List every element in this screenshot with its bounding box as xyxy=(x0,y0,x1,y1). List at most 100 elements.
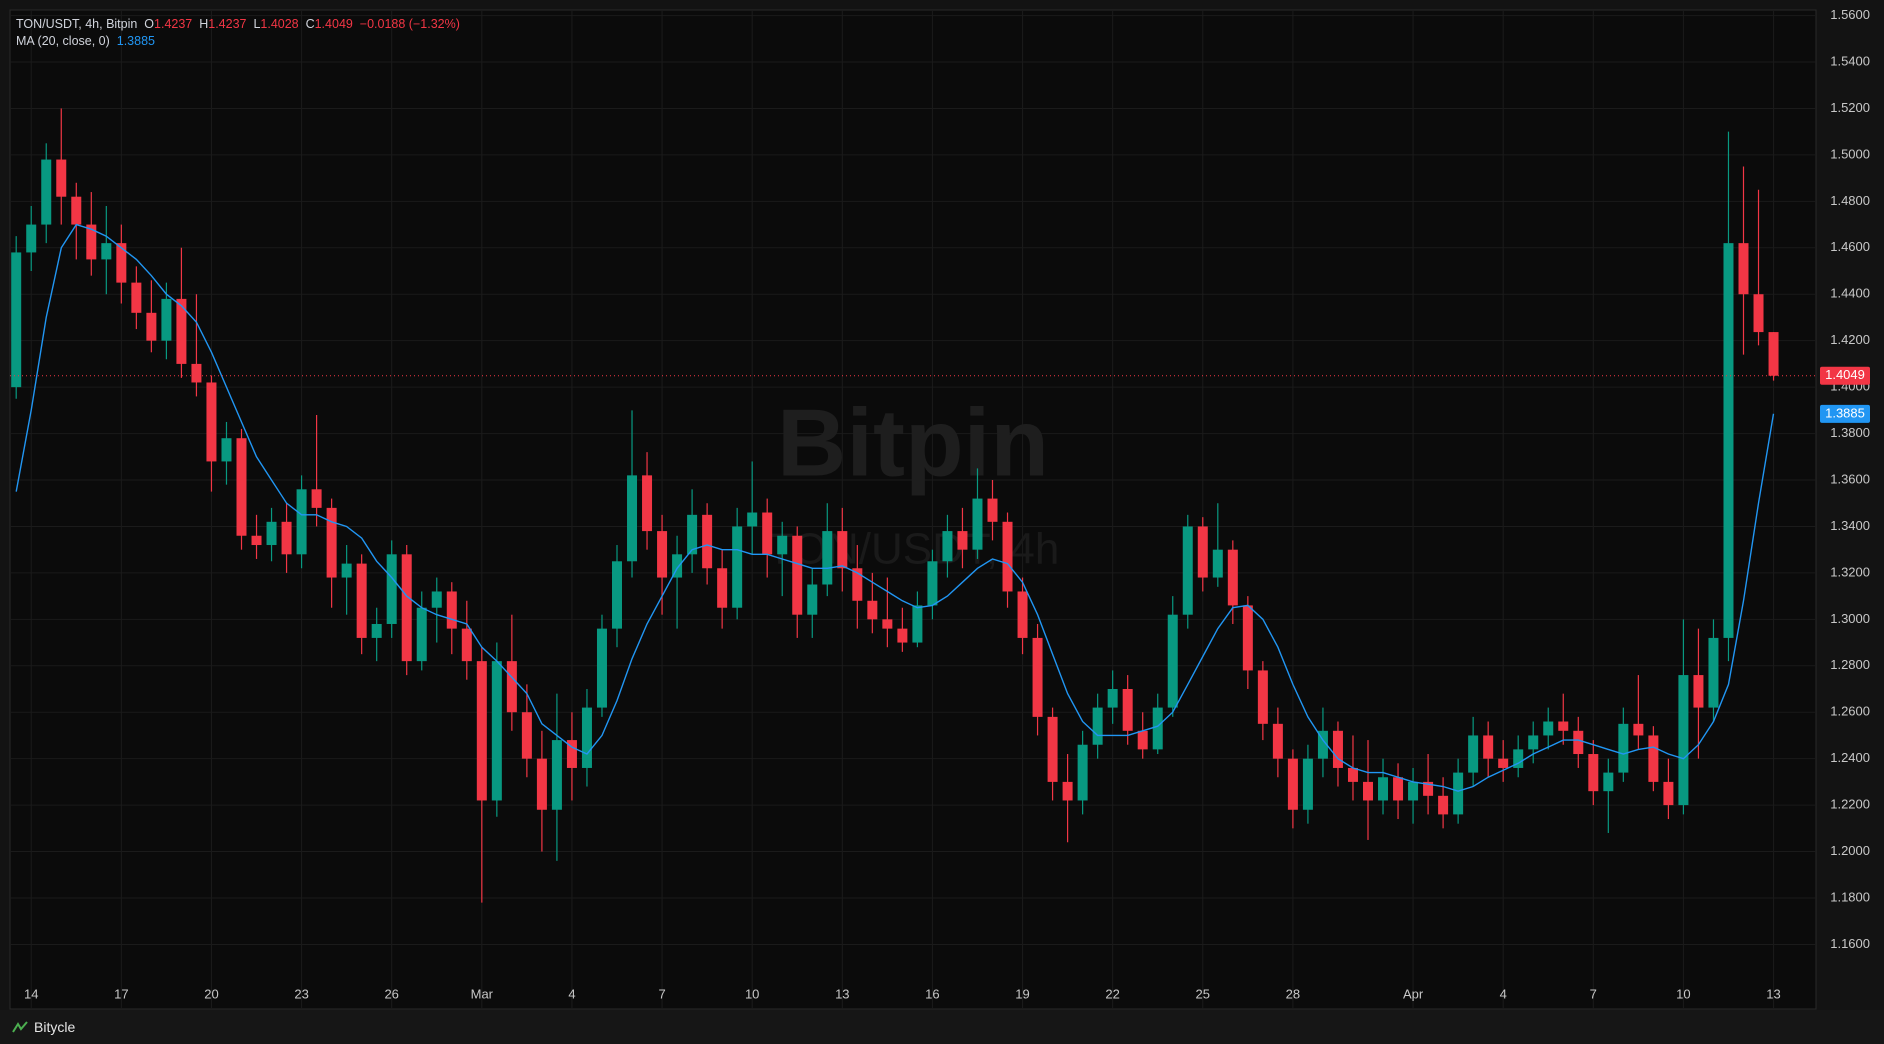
candle-body xyxy=(1272,723,1283,759)
candle-body xyxy=(1678,675,1689,806)
candle-body xyxy=(1347,767,1358,782)
candle-body xyxy=(11,252,22,388)
candle-body xyxy=(1618,723,1629,773)
candle-body xyxy=(221,438,232,462)
candle-body xyxy=(1107,689,1118,708)
y-tick-label: 1.3600 xyxy=(1830,471,1870,486)
candle-body xyxy=(1047,716,1058,782)
x-tick-label: 7 xyxy=(1590,986,1597,1001)
x-tick-label: 25 xyxy=(1196,986,1210,1001)
y-tick-label: 1.4200 xyxy=(1830,332,1870,347)
plot-area xyxy=(9,9,1817,1010)
x-tick-label: 26 xyxy=(384,986,398,1001)
candle-body xyxy=(476,661,487,801)
candle-body xyxy=(386,554,397,624)
watermark: Bitpin xyxy=(777,389,1049,496)
y-tick-label: 1.4800 xyxy=(1830,193,1870,208)
ma-tag xyxy=(1820,404,1870,423)
candle-body xyxy=(41,159,52,225)
price-tag xyxy=(1820,366,1870,385)
candle-body xyxy=(1212,549,1223,578)
candle-body xyxy=(461,628,472,662)
x-tick-label: Mar xyxy=(471,986,494,1001)
x-tick-label: 10 xyxy=(1676,986,1690,1001)
candle-body xyxy=(747,512,758,527)
ohlc-value: 1.4028 xyxy=(260,17,299,31)
candle-body xyxy=(1768,332,1779,376)
candle-body xyxy=(1453,772,1464,815)
candle-body xyxy=(867,600,878,620)
candle-body xyxy=(1693,675,1704,708)
candle-body xyxy=(56,159,67,197)
candle-body xyxy=(236,438,247,536)
ma-label: MA (20, close, 0) xyxy=(16,34,110,48)
symbol: TON/USDT, 4h, Bitpin xyxy=(16,17,138,31)
x-tick-label: 28 xyxy=(1286,986,1300,1001)
candle-body xyxy=(762,512,773,555)
candle-body xyxy=(1438,795,1449,815)
candle-body xyxy=(972,498,983,550)
candle-body xyxy=(1092,707,1103,745)
candle-body xyxy=(281,521,292,555)
candle-body xyxy=(116,243,127,283)
candle-body xyxy=(987,498,998,522)
ma-line xyxy=(15,223,1775,792)
ohlc-value: 1.4237 xyxy=(208,17,247,31)
candle-body xyxy=(957,531,968,550)
candle-body xyxy=(1723,243,1734,638)
candle-body xyxy=(1528,735,1539,750)
candle-body xyxy=(717,568,728,608)
candle-body xyxy=(341,563,352,578)
candle-body xyxy=(1378,777,1389,801)
ma-tag-label: 1.3885 xyxy=(1825,405,1865,420)
candle-body xyxy=(1738,243,1749,295)
ma-value: 1.3885 xyxy=(116,34,155,48)
x-tick-label: 7 xyxy=(658,986,665,1001)
x-tick-label: 4 xyxy=(568,986,575,1001)
ohlc-key: C xyxy=(305,17,315,31)
candle-body xyxy=(1332,730,1343,768)
logo xyxy=(12,1021,28,1033)
x-tick-label: 10 xyxy=(745,986,759,1001)
ohlc-key: O xyxy=(144,17,155,31)
candle-body xyxy=(431,591,442,608)
candle-body xyxy=(521,712,532,759)
candle-body xyxy=(882,619,893,629)
candle-body xyxy=(1137,730,1148,750)
candle-body xyxy=(1032,637,1043,717)
candle-body xyxy=(551,740,562,810)
candle-body xyxy=(26,224,37,253)
candle-body xyxy=(1287,758,1298,810)
y-tick-label: 1.5600 xyxy=(1830,7,1870,22)
candle-body xyxy=(1062,781,1073,801)
candle-body xyxy=(1257,670,1268,724)
y-tick-label: 1.2600 xyxy=(1830,704,1870,719)
price-tag-label: 1.4049 xyxy=(1825,367,1865,382)
candle-body xyxy=(1152,707,1163,750)
candle-body xyxy=(822,531,833,585)
y-tick-label: 1.1600 xyxy=(1830,936,1870,951)
candle-body xyxy=(176,298,187,364)
footer: Bitycle xyxy=(0,1010,1884,1044)
candle-body xyxy=(657,531,668,578)
candle-body xyxy=(897,628,908,643)
axes: 1.1600 1.1800 1.2000 1.2200 1.2400 1.2600 1.28… xyxy=(24,7,1870,1001)
candle-body xyxy=(491,661,502,801)
candle-body xyxy=(86,224,97,260)
x-tick-label: 13 xyxy=(1766,986,1780,1001)
x-tick-label: 17 xyxy=(114,986,128,1001)
chart: Bitpin TON/USDT, 4h 1.16001.18001.20001.… xyxy=(9,7,1870,1010)
candle-body xyxy=(581,707,592,768)
candle-body xyxy=(1588,754,1599,792)
candle-body xyxy=(131,282,142,313)
candle-body xyxy=(1753,294,1764,333)
candle-body xyxy=(687,514,698,555)
candle-body xyxy=(1483,735,1494,759)
ohlc-value: 1.4237 xyxy=(154,17,193,31)
candle-body xyxy=(536,758,547,810)
candle-body xyxy=(1227,549,1238,606)
y-tick-label: 1.4600 xyxy=(1830,239,1870,254)
x-tick-label: 13 xyxy=(835,986,849,1001)
candle-body xyxy=(326,507,337,578)
candle-body xyxy=(596,628,607,708)
